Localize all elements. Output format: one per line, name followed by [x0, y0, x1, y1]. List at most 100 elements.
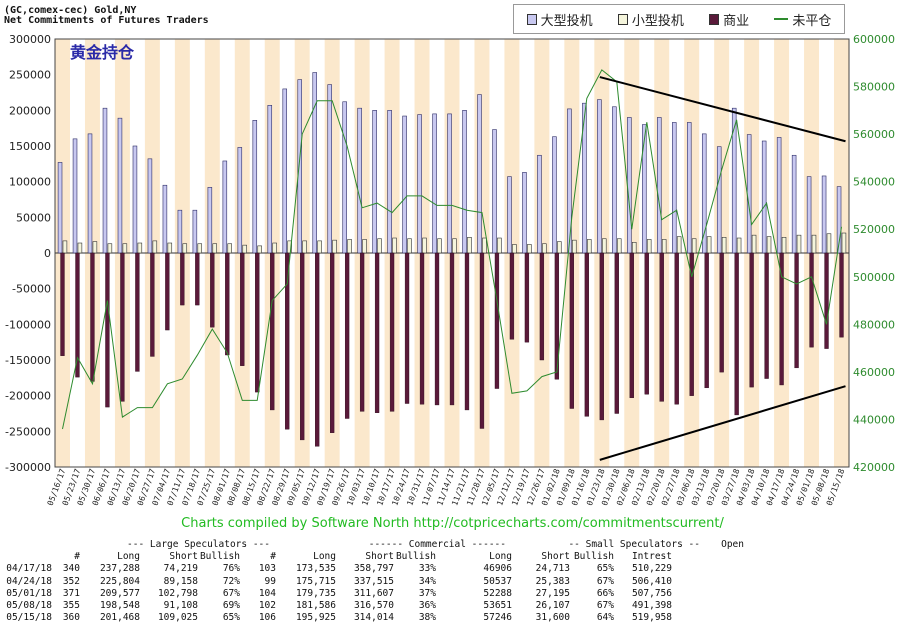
left-tick-label: -100000	[5, 318, 51, 331]
commercial-bar	[644, 252, 649, 395]
commercial-bar	[554, 252, 560, 380]
table-cell: 25,383	[535, 575, 570, 587]
commercial-bar	[479, 252, 485, 429]
small-specs-bar	[497, 237, 502, 254]
commercial-bar	[659, 252, 664, 402]
table-cell: 104	[258, 587, 276, 599]
small-specs-bar	[422, 237, 427, 254]
small-specs-bar	[107, 243, 113, 254]
commercial-bar	[135, 252, 140, 372]
left-tick-label: -250000	[5, 425, 51, 438]
right-tick-label: 500000	[853, 271, 895, 284]
table-cell: 225,804	[99, 575, 140, 587]
left-tick-label: 100000	[9, 176, 51, 189]
large-specs-bar	[552, 136, 557, 254]
commercial-bar	[734, 252, 739, 416]
small-specs-bar	[542, 243, 547, 254]
commercial-bar	[764, 252, 769, 379]
commercial-bar	[419, 252, 425, 405]
large-specs-bar	[627, 117, 632, 254]
commercial-bar	[195, 252, 200, 306]
data-table: --- Large Speculators --- ------ Commerci…	[4, 539, 744, 624]
small-specs-bar	[811, 234, 817, 254]
table-cell: 05/08/18	[6, 600, 52, 612]
small-specs-bar	[631, 242, 637, 254]
open-interest-swatch	[774, 18, 789, 20]
header-cell: Long	[489, 551, 512, 563]
table-cell: 89,158	[163, 575, 198, 587]
group-header-cell: Open	[721, 539, 744, 550]
small-specs-bar	[122, 243, 128, 254]
large-specs-bar	[282, 88, 288, 254]
commercial-bar	[614, 252, 619, 414]
table-cell: 53651	[483, 600, 512, 612]
table-cell: 67%	[596, 600, 614, 612]
small-specs-bar	[706, 236, 712, 254]
commercial-bar	[404, 252, 410, 404]
commercial-bar	[599, 252, 604, 421]
small-specs-bar	[317, 240, 322, 254]
legend-large-specs-label: 大型投机	[540, 13, 593, 29]
small-specs-bar	[77, 242, 83, 254]
header-cell: Long	[313, 551, 336, 563]
table-cell: 69%	[222, 600, 240, 612]
large-specs-swatch	[526, 13, 537, 25]
large-specs-bar	[597, 99, 602, 254]
large-specs-bar	[791, 154, 797, 254]
small-specs-bar	[616, 238, 622, 254]
commercial-bar	[344, 252, 350, 419]
large-specs-bar	[432, 113, 437, 254]
small-specs-bar	[796, 234, 802, 254]
left-tick-label: -200000	[5, 390, 51, 403]
right-tick-label: 480000	[853, 318, 895, 331]
large-specs-bar	[761, 140, 767, 254]
small-specs-bar	[587, 239, 592, 254]
large-specs-bar	[207, 187, 213, 254]
cot-chart: 300000250000200000150000100000500000-500…	[5, 33, 895, 507]
table-row: 05/15/18 360 201,468 109,025 65% 106 195,925 31…	[4, 612, 744, 624]
commercial-swatch	[709, 13, 720, 25]
header-cell: #	[270, 551, 276, 563]
commercial-bar	[539, 252, 545, 361]
large-specs-bar	[447, 113, 452, 254]
table-cell: 209,577	[99, 587, 140, 599]
commercial-bar	[374, 252, 380, 413]
large-specs-bar	[267, 105, 273, 254]
table-cell: 34%	[418, 575, 436, 587]
open-interest-line	[62, 69, 842, 430]
commercial-bar	[359, 252, 365, 412]
table-cell: 519,958	[631, 612, 672, 624]
small-specs-bar	[272, 242, 277, 254]
trendlines	[599, 76, 846, 461]
large-specs-bar	[327, 84, 332, 254]
commercial-bar	[809, 252, 814, 348]
table-cell: 506,410	[631, 575, 672, 587]
table-cell: 175,715	[295, 575, 336, 587]
legend: 大型投机 小型投机 商业 未平仓	[513, 4, 845, 34]
commercial-bar	[150, 252, 155, 357]
left-tick-label: 200000	[9, 104, 51, 117]
large-specs-bar	[836, 186, 842, 254]
large-specs-bar	[177, 209, 183, 254]
legend-large-specs: 大型投机	[526, 10, 593, 29]
commercial-bar	[749, 252, 754, 388]
small-specs-bar	[227, 243, 232, 254]
commercial-bar	[120, 252, 125, 402]
commercial-bar	[569, 252, 574, 409]
small-specs-bar	[152, 240, 158, 254]
header-cell: Intrest	[631, 551, 672, 563]
small-specs-bar	[182, 243, 188, 254]
trendline	[599, 76, 846, 143]
table-cell: 181,586	[295, 600, 336, 612]
large-specs-bar	[716, 146, 722, 254]
small-specs-bar	[527, 244, 532, 254]
left-tick-label: 300000	[9, 33, 51, 46]
commercial-bar	[839, 252, 844, 338]
table-cell: 179,735	[295, 587, 336, 599]
large-specs-bar	[102, 107, 108, 254]
commercial-bar	[779, 252, 784, 386]
table-cell: 72%	[222, 575, 240, 587]
table-row: 05/08/18 355 198,548 91,108 69% 102 181,586 316…	[4, 600, 744, 612]
small-specs-bar	[347, 239, 352, 254]
table-cell: 311,607	[353, 587, 394, 599]
